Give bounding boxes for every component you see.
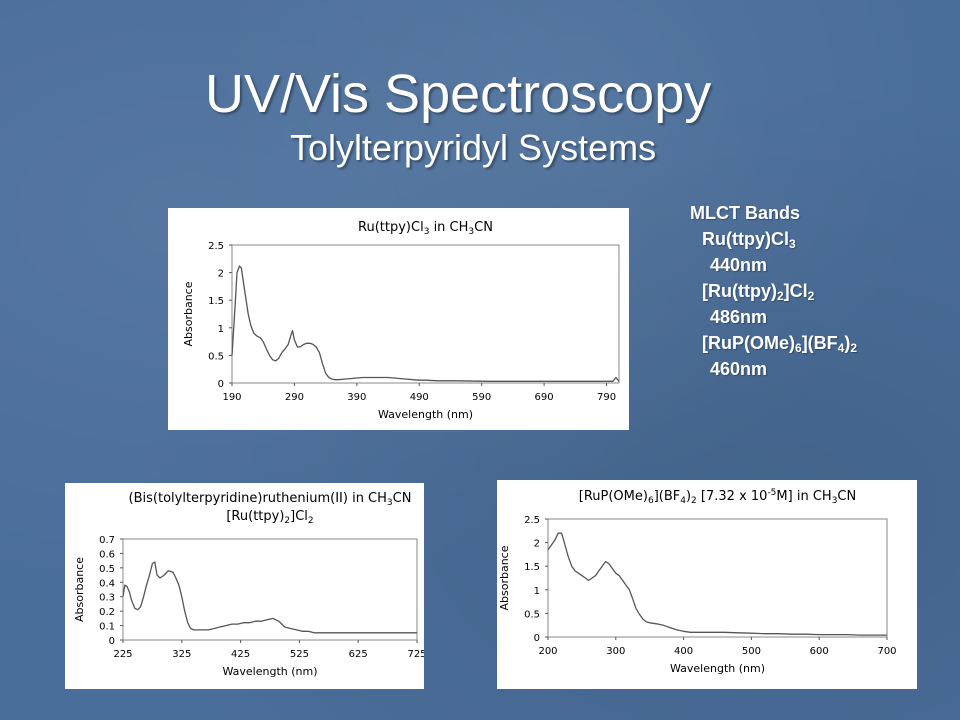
chart-title-part: 3: [424, 227, 430, 237]
chart-title: [RuP(OMe)6](BF4)2 [7.32 x 10-5M] in CH3C…: [579, 488, 856, 506]
plot-area: [122, 538, 418, 641]
chart-title-part: (Bis(tolylterpyridine)ruthenium(II) in C…: [129, 491, 387, 506]
chart-title-part: 2: [308, 516, 314, 526]
spectrum-chart-ru-ttpy-cl3: Ru(ttpy)Cl3 in CH3CN 0 0.5 1 1.5 2 2.5 190 290 39…: [168, 208, 629, 430]
spectrum-line: [547, 532, 887, 636]
y-tick-label: 2.5: [208, 241, 224, 252]
x-tick-label: 225: [113, 649, 132, 660]
chart-title-part: 2: [691, 496, 697, 506]
mlct-wavelength-2: 486nm: [710, 307, 768, 327]
y-axis-label: Absorbance: [498, 545, 511, 610]
x-tick-label: 190: [222, 392, 241, 403]
chart-title-part: M] in CH: [776, 489, 831, 504]
chart-title-part: 4: [680, 496, 686, 506]
x-tick-label: 200: [538, 646, 557, 657]
chart-title-part: ](BF: [654, 489, 681, 504]
chart-svg: [RuP(OMe)6](BF4)2 [7.32 x 10-5M] in CH3C…: [498, 488, 897, 675]
y-tick-label: 0.1: [99, 622, 115, 633]
y-tick-label: 2.5: [524, 515, 540, 526]
x-tick-label: 690: [535, 392, 554, 403]
x-tick-label: 525: [290, 649, 309, 660]
mlct-bands-list: MLCT Bands Ru(ttpy)Cl3 440nm [Ru(ttpy)2]…: [690, 200, 950, 382]
y-tick-label: 0.7: [99, 535, 115, 546]
y-tick-label: 1: [534, 586, 540, 597]
chart-title-part: CN: [474, 220, 493, 235]
y-tick-label: 0.3: [99, 593, 115, 604]
x-tick-label: 600: [810, 646, 829, 657]
chart-title-part: 3: [387, 498, 393, 508]
y-tick-label: 1: [218, 324, 224, 335]
y-tick-label: 0.2: [99, 607, 115, 618]
mlct-heading: MLCT Bands: [690, 203, 800, 223]
chart-title-part: 3: [468, 227, 474, 237]
y-tick-label: 1.5: [524, 562, 540, 573]
y-tick-label: 2: [218, 269, 224, 280]
x-tick-label: 500: [742, 646, 761, 657]
x-tick-label: 790: [597, 392, 616, 403]
x-tick-label: 490: [410, 392, 429, 403]
y-tick-label: 0.4: [99, 578, 115, 589]
y-axis-label: Absorbance: [73, 557, 86, 622]
chart-title-part: [Ru(ttpy): [226, 509, 284, 524]
y-axis-label: Absorbance: [182, 281, 195, 346]
chart-title-part: CN: [393, 491, 412, 506]
y-tick-label: 0: [218, 379, 224, 390]
y-tick-label: 1.5: [208, 296, 224, 307]
mlct-compound-1: Ru(ttpy)Cl3: [702, 229, 796, 251]
x-tick-label: 725: [407, 649, 424, 660]
chart-subtitle: [Ru(ttpy)2]Cl2: [226, 509, 313, 526]
x-axis-label: Wavelength (nm): [378, 408, 473, 421]
x-axis-label: Wavelength (nm): [670, 662, 765, 675]
chart-title-part: -5: [767, 488, 776, 498]
x-tick-label: 390: [347, 392, 366, 403]
x-tick-label: 400: [674, 646, 693, 657]
chart-title-part: 6: [648, 496, 654, 506]
x-tick-label: 625: [349, 649, 368, 660]
spectrum-line: [231, 265, 620, 382]
slide-subtitle: Tolylterpyridyl Systems: [290, 127, 657, 168]
slide-title-main: UV/Vis Spectroscopy: [205, 64, 712, 124]
chart-title-part: [RuP(OMe): [579, 489, 648, 504]
y-tick-label: 0.6: [99, 549, 115, 560]
spectrum-chart-ru-ttpy2-cl2: (Bis(tolylterpyridine)ruthenium(II) in C…: [65, 483, 424, 689]
chart-title-part: 2: [284, 516, 290, 526]
chart-title-part: ]Cl: [290, 509, 308, 524]
chart-title-part: in CH: [429, 220, 468, 235]
x-axis-label: Wavelength (nm): [222, 665, 317, 678]
plot-area: [231, 244, 620, 384]
chart-title: Ru(ttpy)Cl3 in CH3CN: [358, 220, 493, 237]
x-tick-label: 290: [285, 392, 304, 403]
chart-title-part: Ru(ttpy)Cl: [358, 220, 424, 235]
y-tick-label: 0.5: [524, 609, 540, 620]
chart-title-part: ): [686, 489, 691, 504]
x-tick-label: 300: [606, 646, 625, 657]
mlct-wavelength-1: 440nm: [710, 255, 768, 275]
spectrum-chart-rup-ome6-bf4: [RuP(OMe)6](BF4)2 [7.32 x 10-5M] in CH3C…: [497, 480, 917, 689]
chart-title: (Bis(tolylterpyridine)ruthenium(II) in C…: [129, 491, 412, 508]
spectrum-line: [122, 561, 417, 634]
y-tick-label: 0: [534, 633, 540, 644]
chart-title-part: [7.32 x 10: [697, 489, 768, 504]
x-tick-label: 325: [172, 649, 191, 660]
mlct-wavelength-3: 460nm: [710, 359, 768, 379]
plot-area: [547, 518, 888, 638]
mlct-compound-2: [Ru(ttpy)2]Cl2: [702, 281, 815, 303]
chart-svg: (Bis(tolylterpyridine)ruthenium(II) in C…: [73, 491, 424, 678]
chart-title-part: 3: [832, 496, 838, 506]
x-tick-label: 425: [231, 649, 250, 660]
x-tick-label: 590: [472, 392, 491, 403]
y-tick-label: 0.5: [99, 564, 115, 575]
x-tick-label: 700: [877, 646, 896, 657]
chart-title-part: CN: [837, 489, 856, 504]
y-tick-label: 0: [109, 636, 115, 647]
mlct-compound-3: [RuP(OMe)6](BF4)2: [702, 333, 858, 355]
y-tick-label: 2: [534, 539, 540, 550]
y-tick-label: 0.5: [208, 351, 224, 362]
